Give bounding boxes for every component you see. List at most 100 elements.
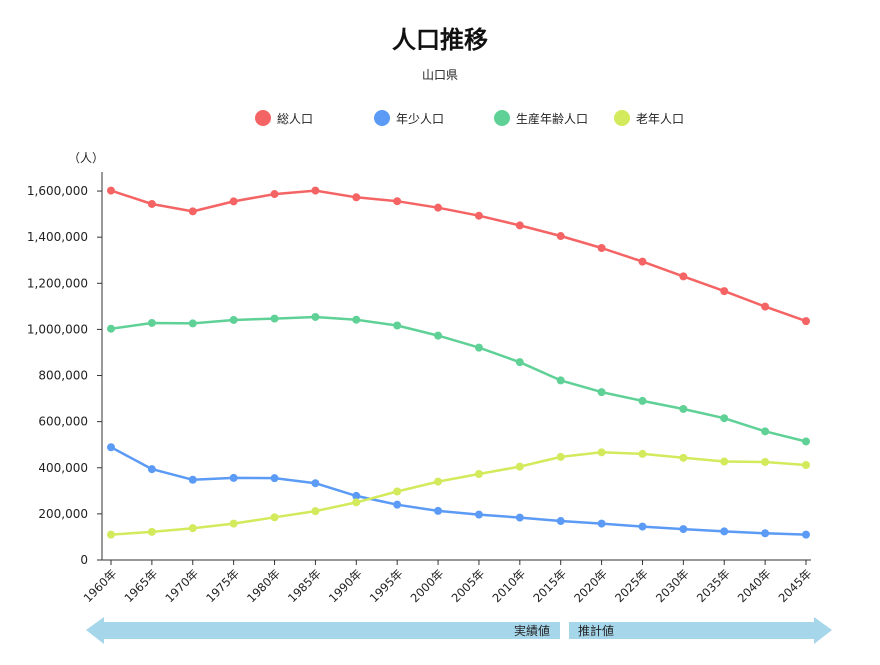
x-tick-label: 2025年 — [612, 566, 651, 605]
y-tick-label: 0 — [80, 553, 88, 567]
series-youth — [107, 443, 810, 539]
data-point-elderly — [802, 460, 810, 469]
legend-swatch-total — [255, 110, 271, 126]
data-point-elderly — [597, 448, 606, 457]
y-tick-label: 1,000,000 — [27, 322, 88, 336]
data-point-total — [474, 211, 483, 220]
legend-item-elderly[interactable]: 老年人口 — [614, 109, 684, 127]
legend-label-elderly: 老年人口 — [636, 111, 685, 126]
x-tick-label: 2035年 — [694, 566, 733, 605]
x-tick-label: 1985年 — [285, 566, 324, 605]
data-point-elderly — [393, 487, 402, 496]
data-point-youth — [393, 500, 402, 509]
data-point-working-age — [311, 312, 320, 321]
data-point-total — [270, 190, 279, 199]
actual-period-arrow — [86, 617, 560, 644]
data-point-total — [393, 197, 402, 206]
data-point-total — [761, 302, 770, 311]
data-point-elderly — [761, 458, 770, 466]
data-point-working-age — [720, 414, 729, 423]
data-point-total — [311, 186, 320, 195]
data-point-youth — [311, 479, 320, 488]
projected-period-label: 推計値 — [578, 623, 614, 638]
projection-annotation: 実績値 推計値 — [86, 617, 832, 644]
series-line-elderly — [110, 451, 807, 536]
series-line-working-age — [110, 315, 807, 443]
series-line-youth — [110, 446, 807, 536]
data-point-elderly — [679, 453, 688, 462]
data-point-working-age — [229, 315, 238, 324]
data-point-working-age — [679, 404, 688, 413]
y-tick-label: 600,000 — [38, 415, 88, 429]
data-point-working-age — [597, 388, 606, 397]
x-tick-label: 1995年 — [367, 566, 406, 605]
y-tick-label: 200,000 — [38, 507, 88, 521]
x-tick-label: 2005年 — [449, 566, 488, 605]
legend-label-working-age: 生産年齢人口 — [516, 111, 589, 126]
data-point-elderly — [147, 527, 156, 536]
x-tick-label: 2015年 — [530, 566, 569, 605]
y-unit-label: （人） — [68, 151, 104, 165]
data-point-working-age — [188, 319, 197, 328]
data-point-youth — [720, 527, 729, 536]
data-point-youth — [229, 473, 238, 482]
x-tick-label: 2010年 — [489, 566, 528, 605]
data-point-youth — [515, 513, 524, 522]
data-point-youth — [474, 510, 483, 519]
legend-item-total[interactable]: 総人口 — [255, 109, 313, 127]
data-point-elderly — [474, 469, 483, 478]
data-point-elderly — [352, 498, 361, 507]
x-tick-label: 1990年 — [326, 566, 365, 605]
legend-swatch-youth — [374, 110, 390, 126]
data-point-working-age — [147, 318, 156, 327]
projected-period-arrow — [569, 617, 832, 644]
data-point-total — [556, 232, 565, 241]
data-point-elderly — [515, 462, 524, 471]
data-point-youth — [679, 525, 688, 534]
legend-item-youth[interactable]: 年少人口 — [374, 109, 444, 127]
series-working-age — [107, 312, 810, 446]
data-point-working-age — [352, 315, 361, 324]
data-point-youth — [188, 475, 197, 484]
data-point-working-age — [515, 358, 524, 367]
actual-period-label: 実績値 — [514, 623, 550, 638]
x-tick-label: 1975年 — [203, 566, 242, 605]
legend-label-total: 総人口 — [277, 111, 314, 126]
data-point-working-age — [107, 324, 115, 333]
x-tick-label: 1960年 — [81, 566, 120, 605]
x-tick-label: 1980年 — [244, 566, 283, 605]
data-point-total — [802, 317, 810, 326]
x-tick-label: 1965年 — [121, 566, 160, 605]
data-point-total — [229, 197, 238, 206]
data-point-working-age — [802, 437, 810, 446]
data-point-working-age — [393, 321, 402, 330]
x-tick-label: 2045年 — [776, 566, 815, 605]
data-point-total — [720, 287, 729, 296]
y-tick-label: 1,600,000 — [27, 184, 88, 198]
data-point-total — [147, 199, 156, 208]
data-point-total — [597, 244, 606, 253]
chart-title: 人口推移 — [392, 26, 488, 54]
legend-item-working-age[interactable]: 生産年齢人口 — [494, 109, 588, 127]
legend-swatch-working-age — [494, 110, 510, 126]
axes: 0 200,000 400,000 600,000 800,000 1,000,000 1,… — [27, 172, 814, 605]
y-tick-label: 800,000 — [38, 369, 88, 383]
legend-swatch-elderly — [614, 110, 630, 126]
data-point-youth — [270, 474, 279, 483]
data-point-youth — [434, 506, 443, 515]
series-line-total — [110, 189, 807, 323]
legend-label-youth: 年少人口 — [396, 111, 445, 126]
data-point-working-age — [474, 343, 483, 352]
data-point-working-age — [761, 427, 770, 436]
data-point-working-age — [434, 331, 443, 340]
data-point-elderly — [556, 452, 565, 461]
data-point-youth — [352, 491, 361, 500]
data-point-elderly — [188, 524, 197, 533]
data-point-youth — [147, 465, 156, 474]
data-point-youth — [802, 530, 810, 539]
data-point-elderly — [270, 513, 279, 522]
x-tick-label: 1970年 — [162, 566, 201, 605]
data-point-total — [638, 257, 647, 266]
data-point-total — [352, 193, 361, 202]
